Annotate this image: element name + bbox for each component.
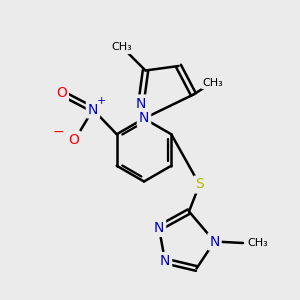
- Text: N: N: [136, 97, 146, 110]
- Text: CH₃: CH₃: [248, 238, 268, 248]
- Text: O: O: [56, 86, 67, 100]
- Text: −: −: [53, 125, 64, 139]
- Text: +: +: [97, 96, 106, 106]
- Text: N: N: [209, 235, 220, 248]
- Text: S: S: [195, 178, 204, 191]
- Text: N: N: [139, 112, 149, 125]
- Text: CH₃: CH₃: [202, 77, 224, 88]
- Text: N: N: [154, 221, 164, 235]
- Text: N: N: [160, 254, 170, 268]
- Text: CH₃: CH₃: [111, 42, 132, 52]
- Text: O: O: [68, 133, 79, 146]
- Text: N: N: [88, 103, 98, 116]
